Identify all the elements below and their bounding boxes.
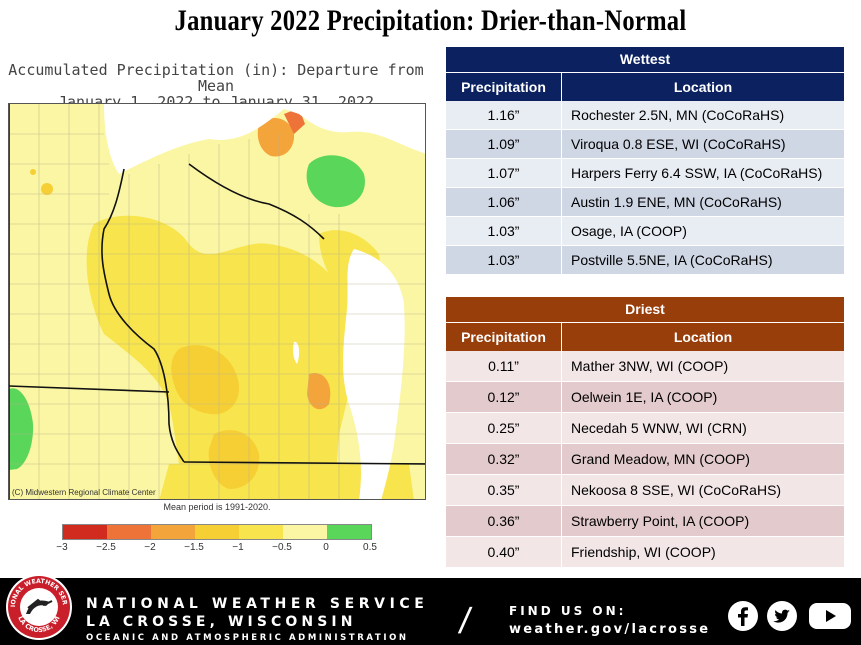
color-scale-legend: −3 −2.5 −2 −1.5 −1 −0.5 0 0.5 <box>56 524 377 554</box>
precip-value: 0.40” <box>446 537 562 567</box>
scale-ticks: −3 −2.5 −2 −1.5 −1 −0.5 0 0.5 <box>56 540 377 554</box>
wettest-col-location: Location <box>673 79 733 95</box>
scale-swatch <box>283 525 327 539</box>
table-row: 0.36” Strawberry Point, IA (COOP) <box>446 506 844 537</box>
precip-value: 0.32” <box>446 444 562 474</box>
nws-logo[interactable]: NATIONAL WEATHER SERVICE LA CROSSE, WI <box>4 572 74 642</box>
location-name: Viroqua 0.8 ESE, WI (CoCoRaHS) <box>571 136 786 152</box>
precip-value: 1.09” <box>446 130 562 158</box>
table-row: 0.11” Mather 3NW, WI (COOP) <box>446 351 844 382</box>
wettest-column-headers: Precipitation Location <box>446 72 844 101</box>
location-name: Postville 5.5NE, IA (CoCoRaHS) <box>571 252 773 268</box>
scale-swatch <box>327 525 371 539</box>
table-row: 0.25” Necedah 5 WNW, WI (CRN) <box>446 413 844 444</box>
scale-tick-label: −2.5 <box>96 542 116 553</box>
location-name: Mather 3NW, WI (COOP) <box>571 358 729 374</box>
precip-value: 0.35” <box>446 475 562 505</box>
scale-tick-label: −3 <box>56 542 68 553</box>
wettest-table: Wettest Precipitation Location 1.16” Roch… <box>446 47 844 275</box>
location-name: Rochester 2.5N, MN (CoCoRaHS) <box>571 107 785 123</box>
precip-value: 0.36” <box>446 506 562 536</box>
precip-value: 0.11” <box>446 351 562 381</box>
wettest-rows: 1.16” Rochester 2.5N, MN (CoCoRaHS) 1.09” V… <box>446 101 844 275</box>
table-row: 0.12” Oelwein 1E, IA (COOP) <box>446 382 844 413</box>
youtube-icon[interactable] <box>808 600 852 632</box>
scale-tick-label: −2 <box>144 542 156 553</box>
map-heading-line1: Accumulated Precipitation (in): Departur… <box>8 61 424 95</box>
table-row: 1.16” Rochester 2.5N, MN (CoCoRaHS) <box>446 101 844 130</box>
scale-tick-label: 0 <box>323 542 329 553</box>
driest-rows: 0.11” Mather 3NW, WI (COOP) 0.12” Oelwein 1… <box>446 351 844 568</box>
scale-swatch <box>239 525 283 539</box>
precip-value: 1.06” <box>446 188 562 216</box>
find-us-label: FIND US ON: <box>509 604 627 618</box>
scale-tick-label: −1.5 <box>184 542 204 553</box>
precip-value: 1.03” <box>446 246 562 274</box>
scale-tick-label: 0.5 <box>363 542 377 553</box>
noaa-name: OCEANIC AND ATMOSPHERIC ADMINISTRATION <box>86 633 409 643</box>
table-row: 1.06” Austin 1.9 ENE, MN (CoCoRaHS) <box>446 188 844 217</box>
location-name: Necedah 5 WNW, WI (CRN) <box>571 420 747 436</box>
table-row: 0.32” Grand Meadow, MN (COOP) <box>446 444 844 475</box>
precip-value: 1.07” <box>446 159 562 187</box>
mean-period-note: Mean period is 1991-2020. <box>163 502 271 512</box>
scale-swatch <box>63 525 107 539</box>
wettest-col-precip: Precipitation <box>446 73 562 101</box>
driest-column-headers: Precipitation Location <box>446 322 844 351</box>
precip-value: 0.25” <box>446 413 562 443</box>
location-name: Austin 1.9 ENE, MN (CoCoRaHS) <box>571 194 782 210</box>
scale-swatches <box>62 524 372 540</box>
driest-col-location: Location <box>673 329 733 345</box>
nws-name: NATIONAL WEATHER SERVICE <box>86 596 429 612</box>
facebook-icon[interactable] <box>727 600 759 632</box>
table-row: 1.09” Viroqua 0.8 ESE, WI (CoCoRaHS) <box>446 130 844 159</box>
footer-banner: NATIONAL WEATHER SERVICE LA CROSSE, WI N… <box>0 572 861 645</box>
scale-tick-label: −0.5 <box>272 542 292 553</box>
precip-value: 1.03” <box>446 217 562 245</box>
twitter-icon[interactable] <box>766 600 798 632</box>
location-name: Nekoosa 8 SSE, WI (CoCoRaHS) <box>571 482 782 498</box>
page-title: January 2022 Precipitation: Drier-than-N… <box>174 4 687 37</box>
location-name: Oelwein 1E, IA (COOP) <box>571 389 718 405</box>
scale-swatch <box>195 525 239 539</box>
location-name: Friendship, WI (COOP) <box>571 544 716 560</box>
table-row: 0.40” Friendship, WI (COOP) <box>446 537 844 568</box>
driest-table: Driest Precipitation Location 0.11” Mathe… <box>446 297 844 568</box>
scale-tick-label: −1 <box>232 542 244 553</box>
table-row: 1.03” Postville 5.5NE, IA (CoCoRaHS) <box>446 246 844 275</box>
table-row: 1.03” Osage, IA (COOP) <box>446 217 844 246</box>
table-row: 0.35” Nekoosa 8 SSE, WI (CoCoRaHS) <box>446 475 844 506</box>
location-name: Harpers Ferry 6.4 SSW, IA (CoCoRaHS) <box>571 165 823 181</box>
precip-value: 0.12” <box>446 382 562 412</box>
driest-heading: Driest <box>446 297 844 322</box>
location-name: Grand Meadow, MN (COOP) <box>571 451 750 467</box>
website-link[interactable]: weather.gov/lacrosse <box>509 622 711 637</box>
divider-slash: / <box>456 600 474 641</box>
table-row: 1.07” Harpers Ferry 6.4 SSW, IA (CoCoRaHS… <box>446 159 844 188</box>
precip-value: 1.16” <box>446 101 562 129</box>
nws-office: LA CROSSE, WISCONSIN <box>86 614 357 630</box>
location-name: Osage, IA (COOP) <box>571 223 687 239</box>
wettest-heading: Wettest <box>446 47 844 72</box>
precipitation-departure-map: (C) Midwestern Regional Climate Center <box>8 103 426 500</box>
map-graphic <box>9 104 425 499</box>
map-credit: (C) Midwestern Regional Climate Center <box>12 488 156 497</box>
location-name: Strawberry Point, IA (COOP) <box>571 513 750 529</box>
scale-swatch <box>107 525 151 539</box>
driest-col-precip: Precipitation <box>446 323 562 351</box>
scale-swatch <box>151 525 195 539</box>
